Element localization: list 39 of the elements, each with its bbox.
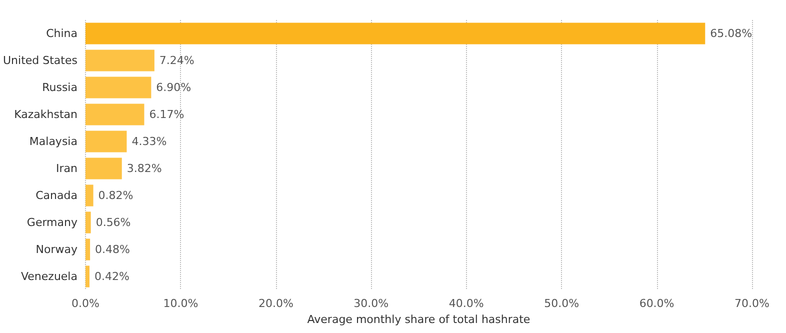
y-tick-label: Russia: [42, 81, 78, 94]
y-tick-label: Canada: [36, 189, 78, 202]
y-tick-label: Malaysia: [29, 135, 78, 148]
data-label: 0.42%: [94, 270, 130, 283]
data-label: 6.17%: [149, 108, 184, 121]
data-label: 0.82%: [98, 189, 134, 202]
data-label: 0.56%: [96, 216, 131, 229]
bar: [85, 158, 122, 180]
bar: [85, 238, 90, 260]
bar: [85, 50, 154, 72]
y-tick-label: Kazakhstan: [14, 108, 78, 121]
x-tick-label: 40.0%: [448, 297, 484, 310]
data-label: 4.33%: [132, 135, 167, 148]
y-tick-label: Iran: [56, 162, 78, 175]
bar: [85, 266, 90, 288]
y-tick-label: Norway: [36, 243, 78, 256]
y-tick-label: United States: [2, 54, 78, 67]
x-tick-label: 0.0%: [72, 297, 100, 310]
bar: [85, 76, 152, 98]
x-tick-label: 70.0%: [734, 297, 770, 310]
bar: [85, 184, 94, 206]
data-label: 6.90%: [156, 81, 192, 94]
data-label: 3.82%: [126, 162, 162, 175]
x-tick-label: 10.0%: [163, 297, 198, 310]
y-tick-label: Germany: [26, 216, 78, 229]
bar: [85, 104, 144, 126]
data-label: 7.24%: [159, 54, 194, 67]
bar: [85, 130, 127, 152]
x-tick-label: 30.0%: [354, 297, 389, 310]
data-label: 65.08%: [710, 27, 752, 40]
bar: [85, 22, 706, 44]
x-tick-label: 60.0%: [639, 297, 674, 310]
y-tick-label: China: [46, 27, 78, 40]
data-label: 0.48%: [95, 243, 130, 256]
x-axis-title: Average monthly share of total hashrate: [307, 313, 530, 326]
x-tick-label: 20.0%: [258, 297, 294, 310]
x-tick-label: 50.0%: [544, 297, 580, 310]
y-tick-label: Venezuela: [20, 270, 78, 283]
bar: [85, 212, 91, 234]
